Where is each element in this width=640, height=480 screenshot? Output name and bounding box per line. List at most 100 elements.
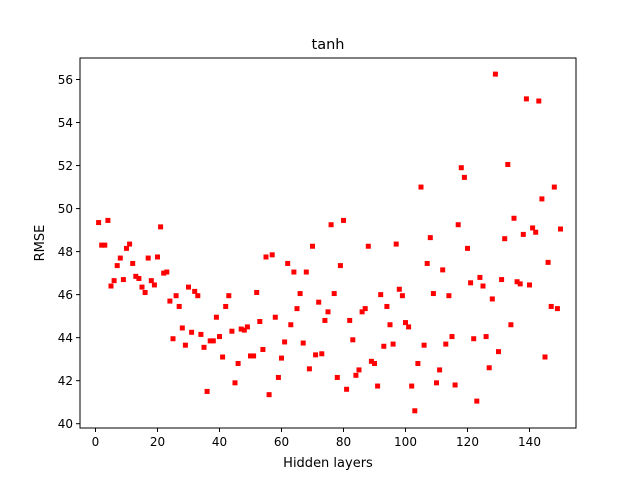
data-point	[241, 327, 247, 333]
data-point	[248, 353, 253, 359]
data-point	[173, 293, 179, 299]
data-point	[310, 243, 315, 249]
data-point	[142, 289, 148, 295]
data-point	[167, 298, 173, 304]
data-point	[117, 255, 123, 261]
data-point	[430, 291, 436, 297]
data-point	[558, 226, 563, 232]
data-point	[527, 282, 532, 288]
data-point	[223, 303, 229, 309]
data-point	[381, 343, 387, 349]
y-axis-label: RMSE	[33, 225, 48, 262]
data-point	[520, 231, 526, 237]
y-tick-label: 48	[58, 245, 73, 259]
data-point	[427, 235, 433, 241]
data-point	[235, 360, 241, 366]
data-point	[393, 241, 399, 247]
x-tick-label: 60	[274, 435, 289, 449]
data-point	[182, 342, 188, 348]
data-point	[263, 254, 269, 260]
data-point	[189, 329, 195, 335]
y-tick-label: 56	[58, 73, 73, 87]
data-point	[353, 372, 359, 378]
x-tick-label: 40	[212, 435, 227, 449]
data-point	[486, 365, 492, 371]
y-tick-label: 52	[58, 159, 73, 173]
data-point	[272, 314, 278, 320]
data-point	[437, 367, 443, 373]
data-point	[210, 338, 216, 344]
data-point	[217, 334, 222, 340]
data-point	[179, 325, 185, 331]
data-point	[279, 355, 284, 361]
data-point	[229, 328, 235, 334]
data-point	[443, 341, 449, 347]
x-tick-label: 100	[394, 435, 417, 449]
y-tick-label: 46	[58, 288, 73, 302]
data-point	[505, 161, 511, 167]
data-point	[418, 184, 424, 190]
data-point	[111, 278, 117, 284]
data-point	[390, 341, 396, 347]
data-point	[105, 217, 111, 223]
data-point	[362, 306, 368, 312]
data-point	[458, 165, 464, 171]
data-point	[372, 360, 377, 366]
data-point	[244, 324, 250, 330]
data-point	[306, 366, 312, 372]
data-point	[502, 236, 508, 242]
data-point	[275, 374, 281, 380]
x-tick-label: 0	[92, 435, 100, 449]
data-point	[337, 263, 343, 269]
data-point	[316, 299, 322, 305]
data-point	[489, 296, 495, 302]
data-point	[294, 306, 300, 312]
data-point	[328, 222, 334, 228]
data-point	[161, 270, 167, 276]
data-point	[313, 352, 319, 358]
data-point	[207, 338, 213, 344]
y-tick-label: 50	[58, 202, 73, 216]
data-point	[269, 252, 275, 258]
data-point	[446, 293, 452, 299]
data-point	[492, 71, 498, 77]
data-point	[412, 408, 418, 414]
data-point	[530, 225, 536, 231]
data-point	[186, 284, 191, 290]
data-point	[539, 196, 545, 202]
data-point	[251, 353, 257, 359]
data-point	[434, 380, 439, 386]
data-point	[449, 334, 455, 340]
data-point	[474, 398, 480, 404]
data-point	[288, 322, 294, 328]
data-point	[192, 288, 198, 294]
data-point	[511, 215, 517, 221]
data-point	[455, 222, 461, 228]
data-point	[220, 354, 226, 360]
data-point	[151, 282, 157, 288]
data-point	[201, 344, 207, 350]
plot-frame	[79, 57, 577, 429]
data-point	[359, 309, 365, 315]
data-point	[291, 269, 297, 275]
data-point	[542, 354, 548, 360]
data-point	[213, 314, 219, 320]
data-point	[421, 342, 427, 348]
y-axis: 40 42 44 46 48 50 52 54 56	[58, 73, 80, 431]
data-point	[282, 339, 288, 345]
data-point	[344, 386, 350, 392]
data-point	[440, 267, 446, 273]
data-point	[480, 283, 486, 289]
y-tick-label: 54	[58, 116, 73, 130]
data-point	[396, 286, 402, 292]
data-point	[108, 283, 114, 289]
data-point	[341, 217, 346, 223]
data-point	[465, 245, 470, 251]
y-tick-label: 42	[58, 374, 73, 388]
data-point	[545, 259, 551, 265]
data-point	[130, 260, 136, 266]
x-axis: 0 20 40 60 80 100 120 140	[92, 428, 541, 449]
data-point	[483, 334, 489, 340]
x-tick-label: 120	[456, 435, 479, 449]
